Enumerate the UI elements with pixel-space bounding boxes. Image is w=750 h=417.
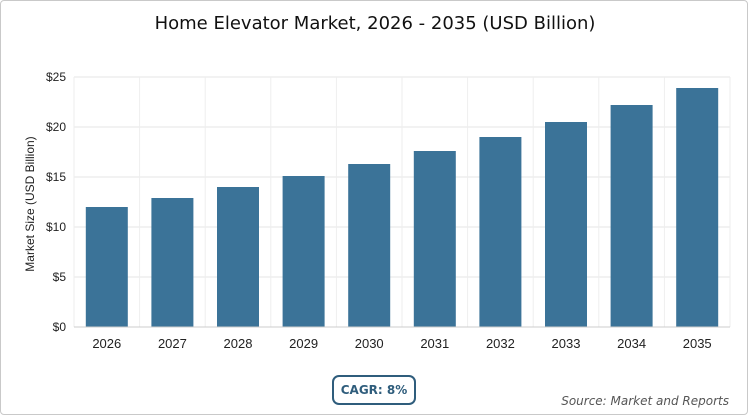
bar-2031[interactable]	[413, 151, 456, 327]
x-tick-label: 2028	[224, 336, 253, 351]
x-tick-label: 2029	[289, 336, 318, 351]
bars	[85, 88, 719, 327]
bar-2035[interactable]	[676, 88, 719, 327]
bar-2032[interactable]	[479, 137, 522, 327]
bar-2029[interactable]	[282, 176, 325, 327]
x-tick-label: 2033	[552, 336, 581, 351]
y-tick-label: $0	[53, 320, 67, 334]
y-axis-label: Market Size (USD Billion)	[23, 136, 37, 271]
source-note: Source: Market and Reports	[561, 394, 729, 408]
bar-2033[interactable]	[545, 122, 587, 327]
y-tick-label: $5	[53, 270, 67, 284]
x-axis-ticks: 2026 2027 2028 2029 2030 2031 2032 2033 2034 2035	[92, 336, 711, 351]
bar-2026[interactable]	[85, 207, 128, 327]
y-tick-label: $20	[46, 120, 66, 134]
chart-title: Home Elevator Market, 2026 - 2035 (USD B…	[154, 13, 596, 34]
x-tick-label: 2031	[420, 336, 449, 351]
x-tick-label: 2032	[486, 336, 515, 351]
y-tick-label: $15	[46, 170, 66, 184]
y-axis-ticks: $0 $5 $10 $15 $20 $25	[46, 70, 66, 334]
bar-2030[interactable]	[348, 164, 391, 327]
y-tick-label: $25	[46, 70, 66, 84]
x-tick-label: 2035	[683, 336, 712, 351]
x-tick-label: 2027	[158, 336, 187, 351]
bar-2028[interactable]	[217, 187, 259, 327]
bar-2034[interactable]	[610, 105, 653, 327]
bar-2027[interactable]	[151, 198, 194, 327]
x-tick-label: 2030	[355, 336, 384, 351]
x-tick-label: 2034	[617, 336, 646, 351]
cagr-badge: CAGR: 8%	[332, 375, 416, 405]
x-tick-label: 2026	[92, 336, 121, 351]
y-tick-label: $10	[46, 220, 66, 234]
